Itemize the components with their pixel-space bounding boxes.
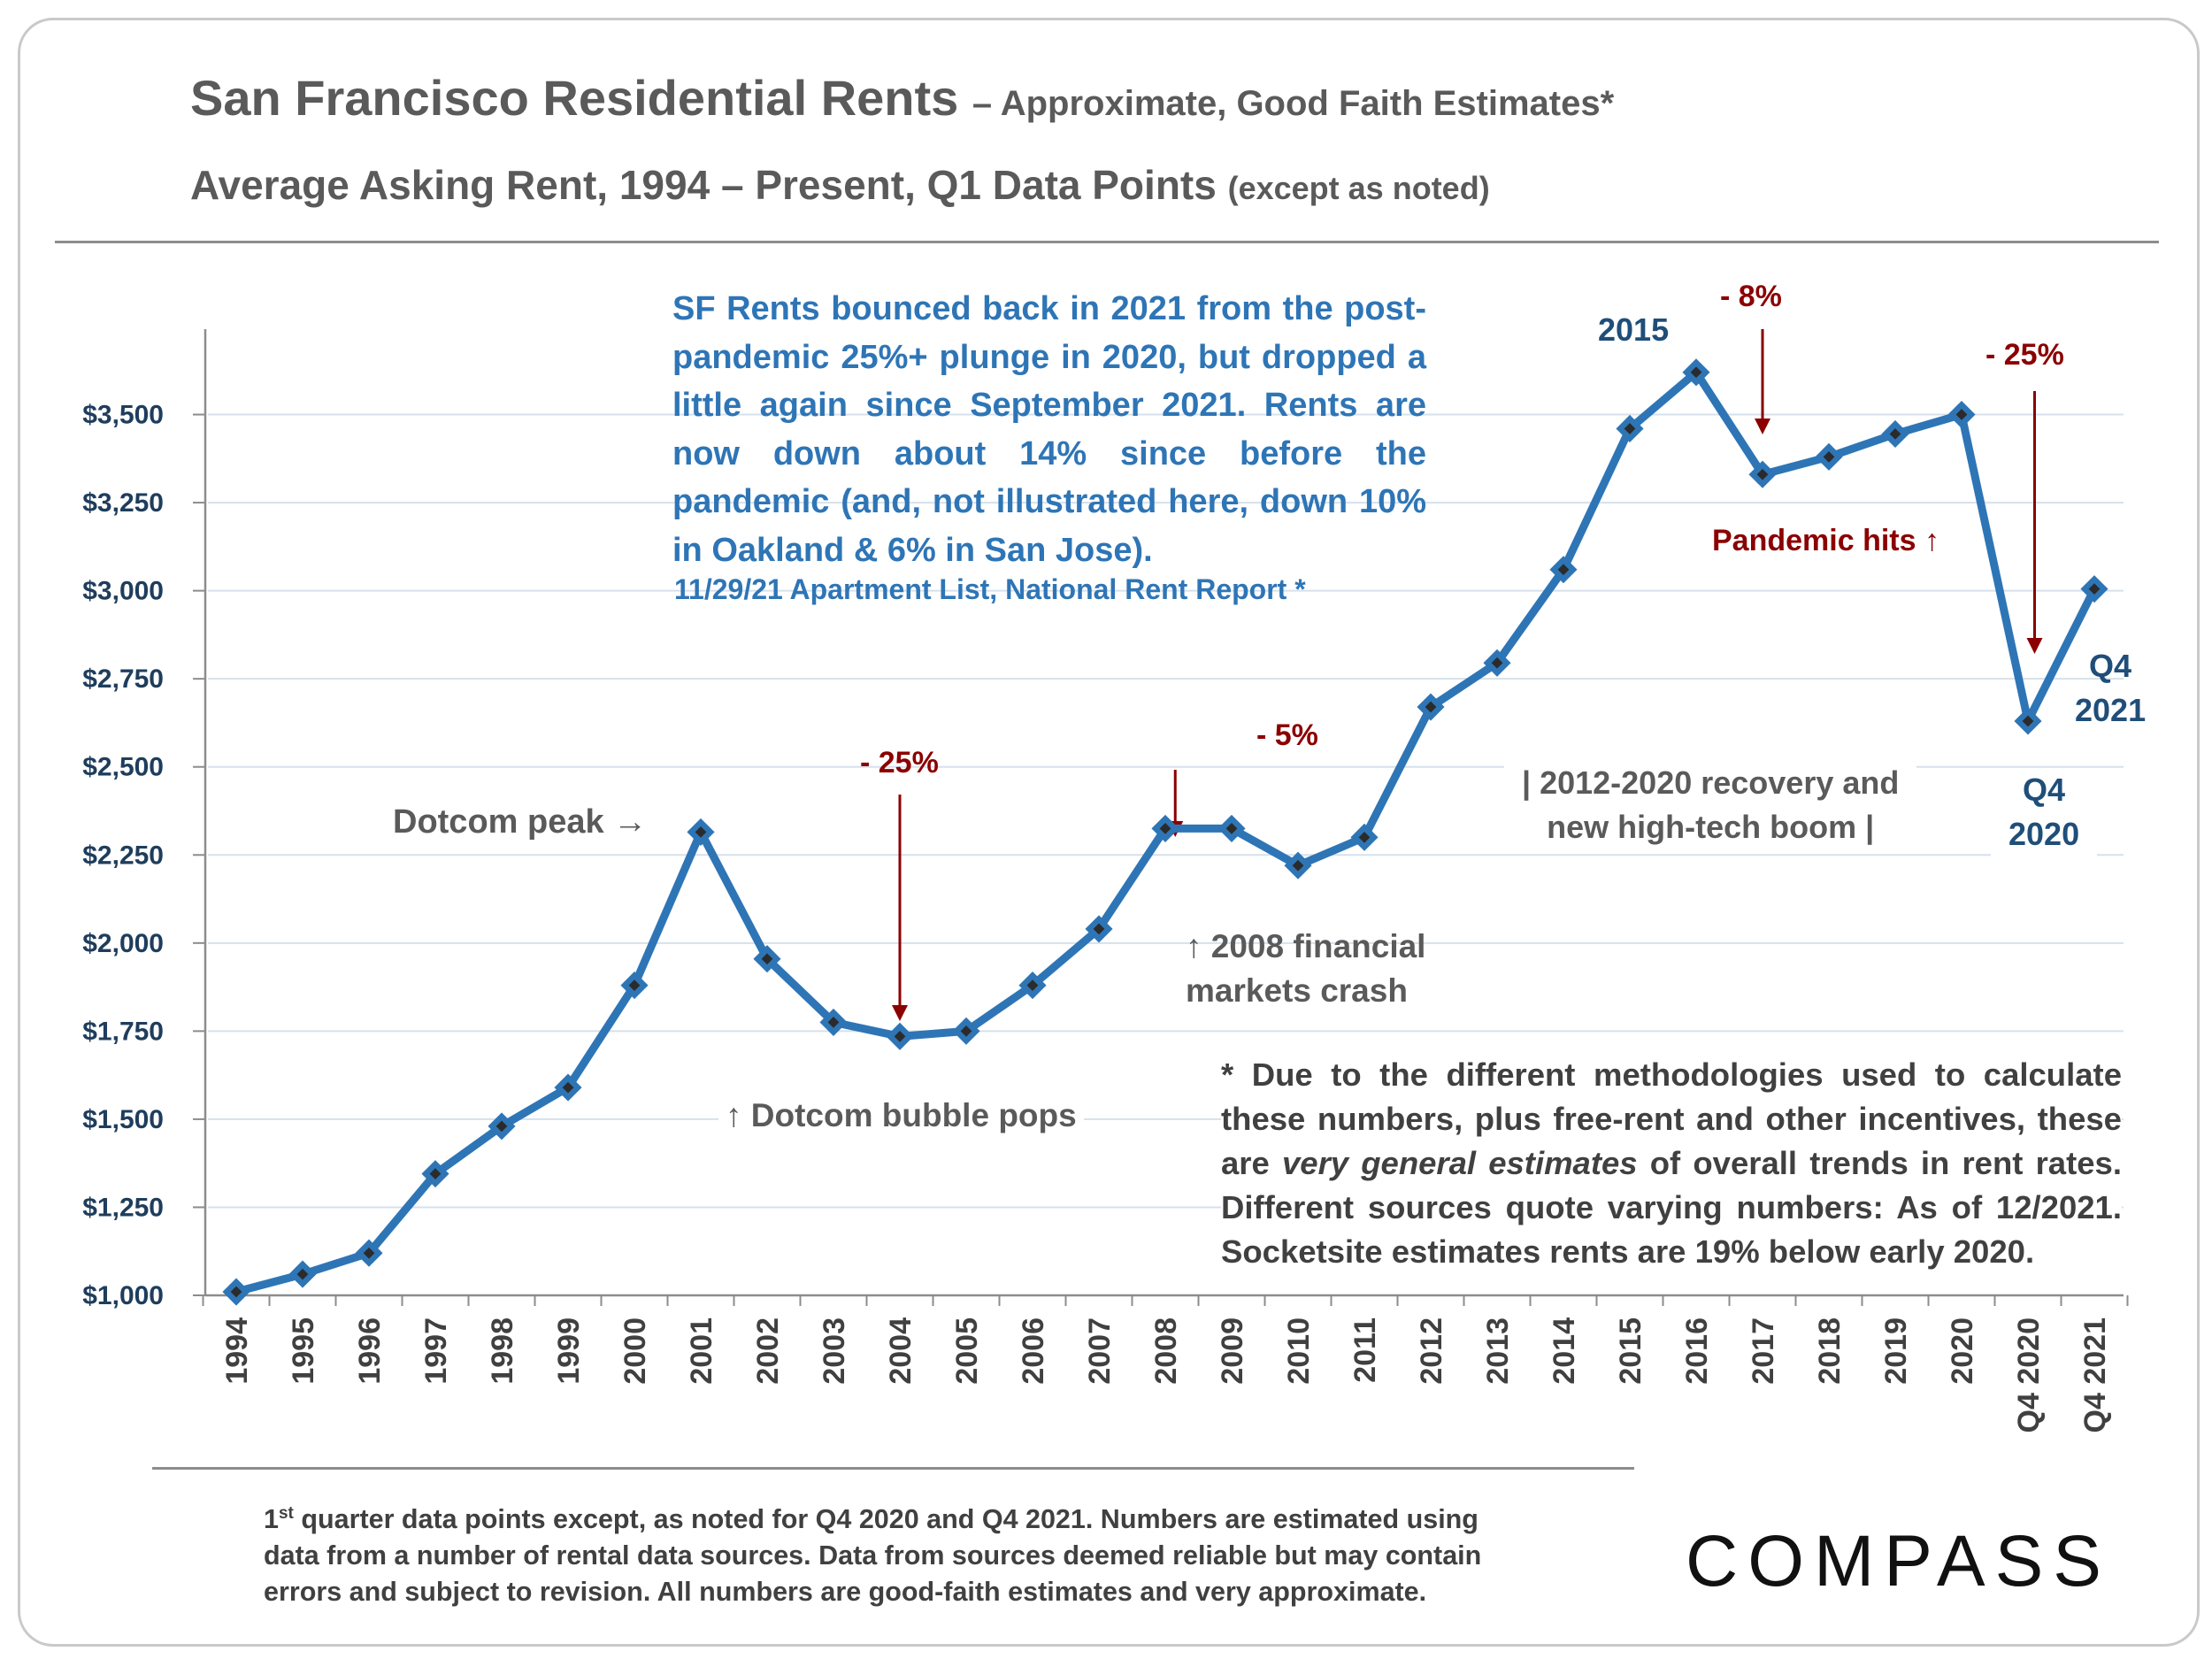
dotcom-drop-label: - 25% (860, 746, 939, 780)
y-tick-label: $1,000 (82, 1281, 164, 1310)
y-tick-label: $3,500 (82, 401, 164, 430)
data-point-center (1955, 409, 1968, 420)
data-point-center (1823, 450, 1835, 463)
y-tick-label: $1,250 (82, 1193, 164, 1222)
x-tick-label: 1997 (419, 1317, 453, 1385)
x-tick-label: 2012 (1415, 1317, 1448, 1385)
q4-2021-label: Q4 2021 (2075, 648, 2147, 728)
compass-logo: COMPASS (1686, 1521, 2111, 1601)
x-tick-label: 2005 (950, 1317, 984, 1385)
data-point-center (960, 1025, 972, 1037)
x-tick-label: 1996 (353, 1317, 387, 1385)
x-tick-label: 2001 (685, 1317, 718, 1385)
x-tick-label: Q4 2020 (2012, 1317, 2046, 1432)
data-point-center (1093, 923, 1105, 935)
y-tick-label: $2,250 (82, 841, 164, 870)
x-tick-label: Q4 2021 (2078, 1317, 2112, 1432)
data-point-center (2088, 583, 2101, 595)
x-tick-label: 2006 (1017, 1317, 1050, 1385)
x-axis-labels: 1994 1995 1996 1997 1998 1999 2000 2001 2002 2003… (220, 1317, 2112, 1433)
chart-title: San Francisco Residential Rents – Approx… (190, 70, 1615, 126)
peak-2015-label: 2015 (1598, 311, 1670, 348)
y-tick-label: $3,000 (82, 577, 164, 606)
x-tick-label: 2011 (1348, 1317, 1382, 1383)
x-tick-label: 2017 (1747, 1317, 1780, 1385)
crash-label: ↑ 2008 financial markets crash (1186, 928, 1426, 1009)
x-tick-label: 1994 (220, 1317, 254, 1385)
x-tick-label: 2018 (1813, 1317, 1847, 1385)
x-tick-label: 2013 (1481, 1317, 1515, 1385)
chart-subtitle: Average Asking Rent, 1994 – Present, Q1 … (190, 162, 1490, 208)
y-tick-label: $1,750 (82, 1017, 164, 1046)
drop-2017-label: - 8% (1720, 280, 1782, 313)
axes (193, 329, 2129, 1306)
footer-note: 1st quarter data points except, as noted… (264, 1504, 1482, 1608)
y-tick-label: $1,500 (82, 1105, 164, 1134)
x-tick-label: 1995 (287, 1317, 320, 1385)
footer-divider (152, 1467, 1634, 1470)
y-tick-label: $2,500 (82, 753, 164, 782)
y-tick-label: $2,750 (82, 664, 164, 694)
x-tick-label: 2014 (1548, 1317, 1581, 1385)
x-tick-label: 1998 (486, 1317, 519, 1385)
x-tick-label: 2010 (1282, 1317, 1316, 1385)
y-tick-label: $3,250 (82, 488, 164, 518)
dotcom-peak-label: Dotcom peak → (393, 803, 648, 841)
x-tick-label: 1999 (552, 1317, 586, 1385)
x-tick-label: 2004 (884, 1317, 918, 1385)
chart-title-suffix: – Approximate, Good Faith Estimates* (972, 84, 1615, 123)
x-tick-label: 2019 (1879, 1317, 1913, 1385)
annotation-arrows (892, 329, 2043, 1021)
recovery-label: | 2012-2020 recovery and new high-tech bo… (1504, 761, 1917, 849)
x-tick-label: 2008 (1149, 1317, 1183, 1385)
x-tick-label: 2007 (1083, 1317, 1117, 1385)
q4-2020-label: Q4 2020 (1991, 768, 2098, 856)
x-tick-label: 2000 (618, 1317, 652, 1385)
crash-drop-label: - 5% (1256, 718, 1318, 752)
x-tick-label: 2015 (1614, 1317, 1647, 1385)
x-tick-label: 2020 (1946, 1317, 1979, 1385)
title-divider (55, 241, 2159, 243)
pandemic-hits-label: Pandemic hits ↑ (1712, 524, 1939, 557)
data-point-center (1026, 979, 1039, 991)
x-tick-label: 2002 (751, 1317, 785, 1385)
data-point-center (1889, 428, 1901, 440)
chart-subtitle-suffix: (except as noted) (1227, 170, 1490, 206)
dotcom-pops-label: ↑ Dotcom bubble pops (718, 1097, 1084, 1134)
x-tick-label: 2009 (1216, 1317, 1249, 1385)
data-point-center (2022, 715, 2034, 727)
x-tick-label: 2016 (1680, 1317, 1714, 1385)
x-tick-label: 2003 (818, 1317, 851, 1385)
y-tick-label: $2,000 (82, 929, 164, 958)
callout-source: 11/29/21 Apartment List, National Rent R… (674, 573, 1306, 605)
callout-text: SF Rents bounced back in 2021 from the p… (672, 290, 1426, 569)
drop-2020-label: - 25% (1985, 338, 2064, 372)
methodology-footnote: * Due to the different methodologies use… (1221, 1053, 2122, 1274)
y-axis-labels: $1,000 $1,250 $1,500 $1,750 $2,000 $2,250 $2,5… (82, 401, 164, 1310)
